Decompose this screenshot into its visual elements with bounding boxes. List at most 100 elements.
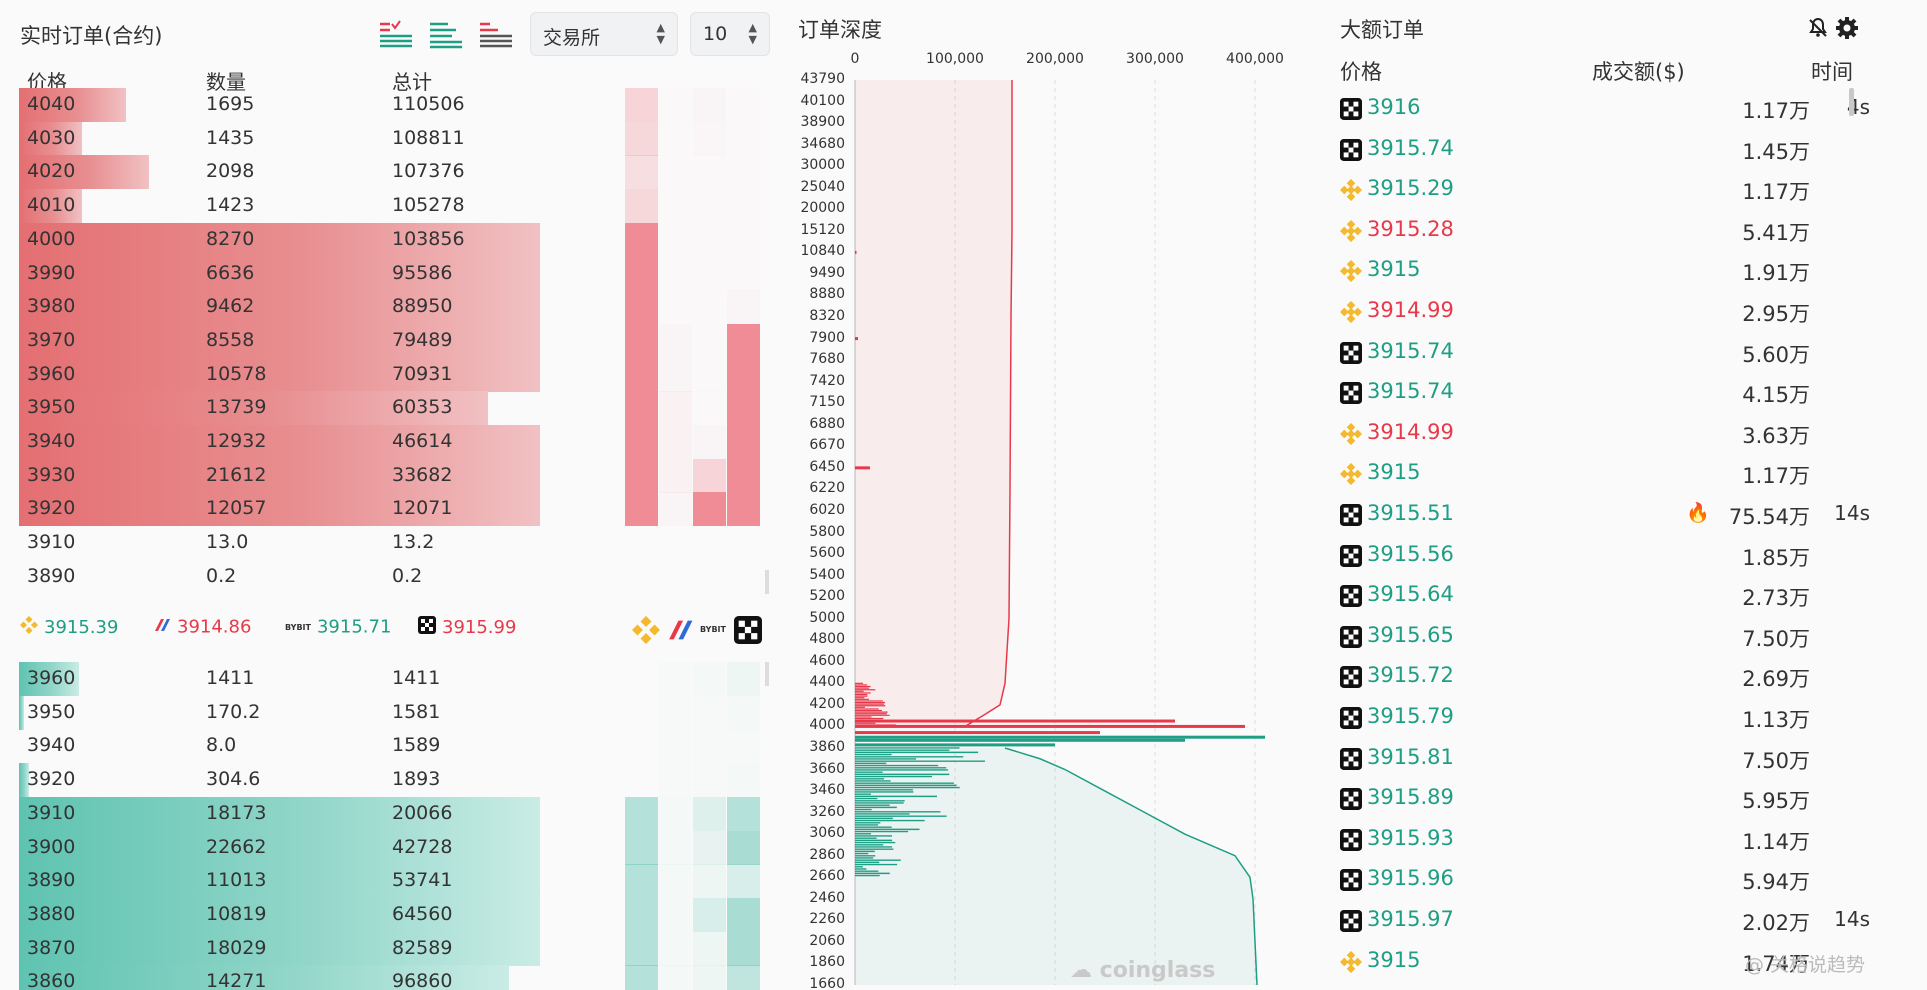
col-header-qty: 数量 [206, 70, 246, 94]
heatmap-cell [659, 458, 692, 493]
row-qty: 8558 [206, 328, 255, 351]
view-bids-icon[interactable] [428, 18, 464, 50]
okx-icon [1340, 747, 1362, 770]
large-order-row[interactable]: 3915.97 2.02万 14s [1330, 900, 1890, 940]
depth-level-select[interactable]: 10 ▲ ▼ [690, 12, 770, 56]
order-price: 3915.29 [1367, 176, 1454, 201]
large-order-row[interactable]: 3915.28 5.41万 [1330, 210, 1890, 250]
depth-bar [19, 222, 540, 257]
depth-bar [19, 864, 540, 899]
ask-row[interactable]: 3990 6636 95586 [0, 256, 775, 291]
large-order-row[interactable]: 3915.89 5.95万 [1330, 778, 1890, 818]
scrollbar[interactable] [765, 662, 769, 686]
ticker-okx: 3915.99 [418, 616, 516, 646]
large-order-row[interactable]: 3915.79 1.13万 [1330, 697, 1890, 737]
large-order-row[interactable]: 3915.72 2.69万 [1330, 656, 1890, 696]
heatmap-cell [659, 323, 692, 358]
author-watermark: @ 关格说趋势 [1745, 954, 1866, 976]
y-tick-label: 7150 [809, 394, 845, 411]
mute-bell-icon[interactable] [1806, 16, 1830, 40]
view-both-icon[interactable] [378, 18, 414, 50]
large-order-row[interactable]: 3915 1.91万 [1330, 250, 1890, 290]
ask-row[interactable]: 3950 13739 60353 [0, 391, 775, 426]
bid-row[interactable]: 3880 10819 64560 [0, 897, 775, 932]
binance-icon[interactable] [631, 615, 661, 645]
large-order-row[interactable]: 3915.81 7.50万 [1330, 738, 1890, 778]
large-order-row[interactable]: 3914.99 3.63万 [1330, 413, 1890, 453]
heatmap-cell [659, 357, 692, 392]
ask-row[interactable]: 4030 1435 108811 [0, 121, 775, 156]
y-tick-label: 25040 [800, 178, 845, 195]
heatmap-cell [727, 155, 760, 189]
y-tick-label: 1860 [809, 954, 845, 971]
order-price: 3915.93 [1367, 825, 1454, 850]
scrollbar[interactable] [765, 570, 769, 594]
bid-row[interactable]: 3940 8.0 1589 [0, 729, 775, 763]
view-asks-icon[interactable] [478, 18, 514, 50]
y-tick-label: 3860 [809, 738, 845, 755]
large-order-row[interactable]: 3915.51 🔥 75.54万 14s [1330, 494, 1890, 534]
ask-row[interactable]: 3960 10578 70931 [0, 357, 775, 392]
ask-row[interactable]: 4000 8270 103856 [0, 222, 775, 257]
bid-row[interactable]: 3920 304.6 1893 [0, 763, 775, 798]
large-order-row[interactable]: 3915.74 4.15万 [1330, 372, 1890, 412]
bid-row[interactable]: 3860 14271 96860 [0, 965, 775, 990]
bid-row[interactable]: 3890 11013 53741 [0, 864, 775, 899]
large-order-row[interactable]: 3915.74 1.45万 [1330, 129, 1890, 169]
large-order-row[interactable]: 3915.65 7.50万 [1330, 616, 1890, 656]
exchange-select[interactable]: 交易所 ▲ ▼ [530, 12, 678, 56]
y-tick-label: 5200 [809, 588, 845, 605]
ask-row[interactable]: 3910 13.0 13.2 [0, 526, 775, 560]
bid-row[interactable]: 3960 1411 1411 [0, 662, 775, 696]
ask-row[interactable]: 4020 2098 107376 [0, 155, 775, 190]
large-order-row[interactable]: 3915.93 1.14万 [1330, 819, 1890, 859]
ask-row[interactable]: 4010 1423 105278 [0, 189, 775, 224]
ask-row[interactable]: 3970 8558 79489 [0, 323, 775, 358]
col-header-time: 时间 [1811, 60, 1853, 84]
order-price: 3915.74 [1367, 135, 1454, 160]
y-tick-label: 8320 [809, 308, 845, 325]
ticker-price: 3915.39 [44, 617, 119, 638]
binance-icon [1339, 950, 1363, 973]
large-order-row[interactable]: 3915.74 5.60万 [1330, 332, 1890, 372]
settings-gear-icon[interactable] [1835, 16, 1859, 40]
order-price: 3915.51 [1367, 501, 1454, 525]
ask-row[interactable]: 3920 12057 12071 [0, 492, 775, 527]
okx-icon[interactable] [734, 616, 762, 644]
large-orders-panel: 大额订单 价格 成交额($) 时间 3916 1.17万 4s 3915.74 1.45… [1330, 0, 1927, 990]
ask-row[interactable]: 3940 12932 46614 [0, 425, 775, 459]
ask-row[interactable]: 4040 1695 110506 [0, 88, 775, 122]
bid-peak-bar [855, 735, 1265, 739]
row-total: 64560 [392, 902, 453, 925]
large-order-row[interactable]: 3915.96 5.94万 [1330, 859, 1890, 899]
bitmex-icon[interactable] [666, 616, 694, 644]
y-tick-label: 40100 [800, 92, 845, 109]
bid-row[interactable]: 3870 18029 82589 [0, 931, 775, 966]
large-order-row[interactable]: 3915 1.74万 [1330, 941, 1890, 981]
depth-chart[interactable] [790, 0, 1305, 990]
large-order-row[interactable]: 3915.29 1.17万 [1330, 169, 1890, 209]
ask-row[interactable]: 3930 21612 33682 [0, 458, 775, 493]
heatmap-cell [693, 358, 726, 392]
bid-row[interactable]: 3900 22662 42728 [0, 830, 775, 865]
bid-row[interactable]: 3950 170.2 1581 [0, 695, 775, 730]
ask-row[interactable]: 3890 0.2 0.2 [0, 560, 775, 594]
bybit-icon[interactable]: BYBIT [700, 625, 726, 634]
bid-row[interactable]: 3910 18173 20066 [0, 796, 775, 831]
order-price: 3915.79 [1367, 704, 1454, 728]
large-order-row[interactable]: 3916 1.17万 4s [1330, 88, 1890, 128]
large-order-row[interactable]: 3915.56 1.85万 [1330, 535, 1890, 575]
heatmap-cell [727, 729, 760, 763]
row-total: 108811 [392, 126, 465, 149]
large-order-row[interactable]: 3915.64 2.73万 [1330, 575, 1890, 615]
y-tick-label: 3660 [809, 760, 845, 777]
heatmap-cell [625, 189, 658, 224]
scrollbar[interactable] [1849, 88, 1854, 116]
ask-row[interactable]: 3980 9462 88950 [0, 290, 775, 325]
large-order-row[interactable]: 3915 1.17万 [1330, 453, 1890, 493]
y-tick-label: 2660 [809, 868, 845, 885]
heatmap-cell [659, 830, 692, 865]
heatmap-cell [693, 324, 726, 358]
large-order-row[interactable]: 3914.99 2.95万 [1330, 291, 1890, 331]
order-price: 3915.96 [1367, 866, 1454, 891]
